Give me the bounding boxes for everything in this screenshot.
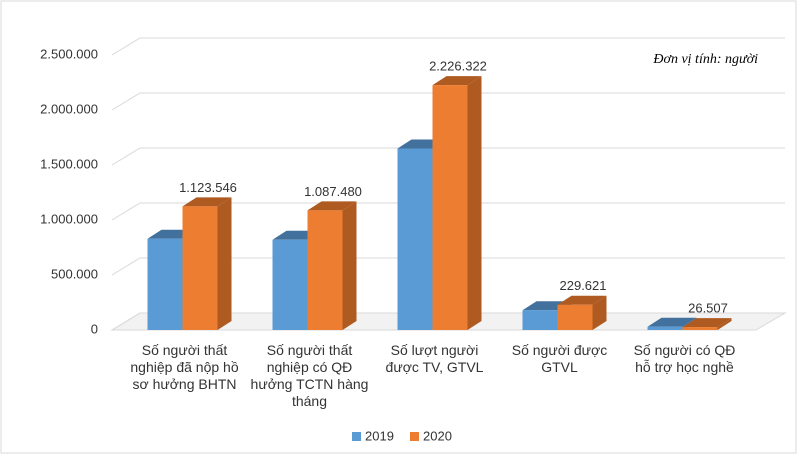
grid-line [111,257,785,276]
y-tick-label: 500.000 [51,266,98,281]
y-tick-label: 2.000.000 [40,101,98,116]
bar-front [182,206,218,330]
bar [182,197,232,330]
value-label: 1.123.546 [179,180,237,195]
value-label: 229.621 [560,278,607,293]
bar-side [217,197,232,330]
legend-swatch [352,432,361,441]
bar-front [307,210,343,330]
bar-top [182,197,232,207]
bar-front [432,85,468,330]
value-label: 26.507 [688,301,728,316]
legend-swatch [410,432,419,441]
bar [432,76,482,330]
bar-front [647,326,683,330]
bar [307,201,357,330]
y-tick-label: 1.000.000 [40,211,98,226]
bar-top [647,317,697,327]
unit-note: Đơn vị tính: người [652,52,758,67]
bar [557,295,607,330]
y-tick-label: 2.500.000 [40,46,98,61]
value-label: 2.226.322 [429,59,487,74]
bar-front [682,327,718,330]
grid-line [111,92,785,111]
y-tick-label: 0 [91,321,98,336]
bar [682,318,732,330]
bar-side [592,295,607,330]
bar-top [432,76,482,86]
bar-side [342,201,357,330]
x-tick-label: Số người thất nghiệp có QĐ hưởng TCTN hà… [250,342,369,409]
bar-top [557,295,607,305]
bar-front [557,304,593,330]
x-tick-label: Số người thất nghiệp đã nộp hồ sơ hưởng … [130,342,239,392]
bar-side [467,76,482,330]
bar-front [522,310,558,330]
y-tick-label: 1.500.000 [40,156,98,171]
x-tick-label: Số người được GTVL [511,342,608,375]
x-tick-label: Số người có QĐ hỗ trợ học nghề [633,342,736,375]
bar-front [397,148,433,330]
value-label: 1.087.480 [304,184,362,199]
bar-side [717,318,732,330]
bar-top [682,318,732,328]
legend-label: 2020 [423,428,452,443]
bar-top [307,201,357,211]
bar-front [272,239,308,330]
bar-front [147,238,183,330]
grid-line [111,37,785,56]
legend-label: 2019 [365,428,394,443]
grid-line [111,202,785,221]
grid-line [111,147,785,166]
x-tick-label: Số lượt người được TV, GTVL [385,342,484,375]
